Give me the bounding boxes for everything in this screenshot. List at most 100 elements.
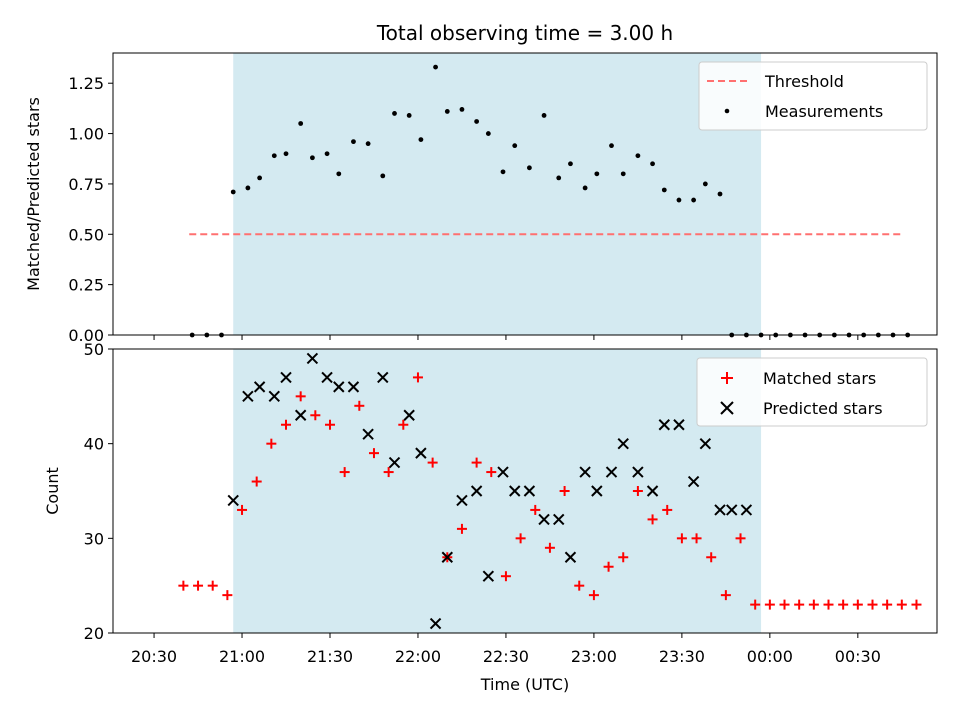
measurement-point — [380, 173, 386, 179]
matched-star-point — [662, 504, 673, 515]
predicted-star-point — [553, 513, 565, 526]
predicted-star-point — [306, 352, 319, 365]
measurement-point — [620, 171, 626, 177]
predicted-star-point — [429, 617, 442, 630]
matched-star-point — [368, 448, 379, 459]
measurement-point — [433, 64, 438, 70]
matched-star-point — [706, 552, 717, 563]
predicted-star-point — [497, 466, 509, 478]
measurement-point — [310, 155, 315, 161]
legend-matched-swatch — [721, 372, 733, 384]
x-tick-label: 23:00 — [571, 647, 617, 666]
measurement-point — [336, 171, 342, 177]
measurement-point — [661, 187, 667, 193]
bottom-panel-marks — [178, 352, 922, 630]
x-tick-label: 00:00 — [747, 647, 793, 666]
matched-star-point — [794, 599, 805, 610]
legend-measurements-label: Measurements — [765, 102, 883, 121]
matched-star-point — [427, 457, 438, 468]
matched-star-point — [896, 599, 907, 610]
x-axis: 20:30 21:00 21:30 22:00 22:30 23:00 23:30 00:00… — [131, 335, 881, 666]
measurement-point — [485, 131, 491, 136]
matched-star-point — [588, 590, 599, 601]
measurement-point — [257, 175, 263, 181]
x-tick-label: 22:30 — [483, 647, 529, 666]
matched-star-point — [178, 580, 189, 591]
predicted-star-point — [579, 466, 591, 478]
measurement-point — [406, 113, 412, 118]
matched-star-point — [720, 590, 731, 601]
matched-star-point — [530, 504, 541, 515]
predicted-star-point — [294, 409, 307, 421]
predicted-star-point — [646, 485, 659, 497]
top-panel-marks — [189, 64, 911, 338]
predicted-star-point — [673, 419, 685, 431]
y-tick-label: 0.75 — [68, 175, 104, 194]
bottom-axes-frame — [112, 348, 938, 634]
measurement-point — [245, 185, 251, 191]
measurement-point — [568, 161, 573, 167]
predicted-star-point — [456, 494, 468, 507]
measurement-point — [702, 181, 708, 187]
matched-star-point — [911, 599, 922, 610]
matched-star-point — [500, 571, 511, 582]
predicted-star-point — [482, 570, 495, 582]
top-y-axis-label: Matched/Predicted stars — [24, 97, 43, 291]
x-tick-label: 23:30 — [659, 647, 705, 666]
matched-star-point — [676, 533, 687, 544]
matched-star-point — [207, 580, 218, 591]
matched-star-point — [281, 419, 292, 430]
matched-star-point — [310, 410, 321, 421]
predicted-star-point — [605, 466, 618, 478]
legend-predicted-label: Predicted stars — [763, 399, 883, 418]
matched-star-point — [808, 599, 819, 610]
predicted-star-point — [714, 504, 726, 516]
matched-star-point — [486, 467, 497, 478]
matched-star-point — [574, 580, 585, 591]
bottom-y-axis: 20 30 40 50 — [84, 340, 113, 643]
matched-star-point — [412, 372, 423, 383]
predicted-star-point — [509, 485, 521, 497]
predicted-star-point — [333, 381, 345, 393]
measurement-point — [609, 143, 614, 149]
y-tick-label: 40 — [84, 435, 104, 454]
predicted-star-point — [591, 485, 603, 497]
matched-star-point — [852, 599, 863, 610]
matched-star-point — [295, 391, 306, 402]
bottom-y-axis-label: Count — [43, 467, 62, 515]
predicted-star-point — [687, 475, 700, 488]
measurement-point — [474, 119, 480, 124]
measurement-point — [283, 151, 289, 157]
legend-threshold-label: Threshold — [764, 72, 844, 91]
predicted-star-point — [726, 504, 738, 516]
top-legend: Threshold Measurements — [698, 61, 928, 131]
y-tick-label: 1.25 — [68, 74, 104, 93]
matched-star-point — [823, 599, 834, 610]
measurement-point — [691, 197, 697, 203]
predicted-star-point — [253, 381, 266, 393]
matched-star-point — [222, 590, 233, 601]
predicted-star-point — [441, 551, 453, 563]
measurement-point — [541, 113, 547, 118]
matched-star-point — [471, 457, 482, 468]
predicted-star-point — [242, 390, 254, 403]
matched-star-point — [647, 514, 658, 525]
predicted-star-point — [377, 371, 389, 384]
observing-interval-shade — [233, 53, 762, 335]
predicted-star-point — [740, 504, 753, 516]
predicted-star-point — [538, 513, 550, 526]
y-tick-label: 1.00 — [68, 125, 104, 144]
predicted-star-point — [415, 447, 427, 459]
predicted-star-point — [523, 485, 536, 497]
y-tick-label: 20 — [84, 624, 104, 643]
legend-box — [698, 61, 928, 131]
matched-star-point — [735, 533, 746, 544]
predicted-star-point — [362, 428, 374, 440]
observing-interval-shade — [233, 349, 762, 633]
matched-star-point — [764, 599, 775, 610]
measurement-point — [676, 197, 682, 203]
matched-star-point — [456, 523, 467, 534]
measurement-point — [351, 139, 356, 145]
predicted-star-point — [227, 494, 239, 507]
measurement-point — [324, 151, 330, 157]
